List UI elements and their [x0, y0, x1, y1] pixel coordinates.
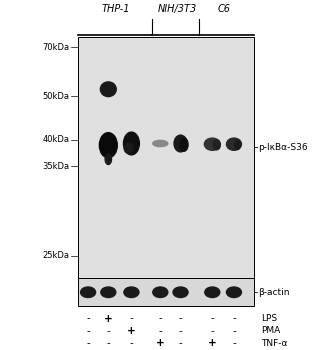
Text: -: - [232, 326, 236, 336]
Ellipse shape [105, 154, 111, 164]
Text: -: - [86, 326, 90, 336]
Text: -: - [106, 338, 110, 348]
Text: -: - [210, 314, 214, 323]
Text: -: - [158, 314, 162, 323]
Text: -: - [130, 338, 133, 348]
Text: -: - [232, 338, 236, 348]
Text: 70kDa: 70kDa [42, 43, 69, 52]
Ellipse shape [100, 82, 116, 97]
Text: LPS: LPS [261, 314, 278, 323]
Text: β-actin: β-actin [259, 288, 290, 297]
Ellipse shape [174, 135, 187, 152]
Text: +: + [127, 326, 136, 336]
Text: -: - [106, 326, 110, 336]
Text: NIH/3T3: NIH/3T3 [158, 4, 197, 14]
Ellipse shape [204, 138, 220, 150]
Text: +: + [208, 338, 217, 348]
Text: TNF-α: TNF-α [261, 338, 288, 348]
Text: -: - [130, 314, 133, 323]
Text: +: + [104, 314, 113, 323]
Ellipse shape [80, 287, 95, 298]
Text: -: - [232, 314, 236, 323]
Ellipse shape [124, 132, 139, 155]
Ellipse shape [226, 287, 241, 298]
Text: -: - [179, 326, 182, 336]
Text: 50kDa: 50kDa [42, 92, 69, 101]
Text: -: - [86, 338, 90, 348]
Ellipse shape [234, 140, 240, 149]
Ellipse shape [226, 138, 241, 150]
Text: THP-1: THP-1 [101, 4, 130, 14]
Ellipse shape [124, 287, 139, 298]
Text: +: + [156, 338, 165, 348]
Bar [78, 37, 254, 278]
Text: PMA: PMA [261, 326, 281, 335]
Ellipse shape [173, 287, 188, 298]
Text: -: - [158, 326, 162, 336]
Ellipse shape [153, 287, 168, 298]
Ellipse shape [180, 138, 188, 151]
Text: -: - [86, 314, 90, 323]
Bar [78, 278, 254, 306]
Text: -: - [179, 314, 182, 323]
Text: 35kDa: 35kDa [42, 162, 69, 171]
Ellipse shape [153, 140, 168, 147]
Text: 40kDa: 40kDa [42, 135, 69, 145]
Text: p-IκBα-S36: p-IκBα-S36 [259, 142, 308, 152]
Ellipse shape [124, 143, 133, 153]
Text: C6: C6 [217, 4, 230, 14]
Ellipse shape [213, 140, 220, 150]
Ellipse shape [99, 133, 117, 158]
Text: 25kDa: 25kDa [42, 251, 69, 260]
Ellipse shape [205, 287, 220, 298]
Text: -: - [179, 338, 182, 348]
Ellipse shape [101, 287, 116, 298]
Text: -: - [210, 326, 214, 336]
